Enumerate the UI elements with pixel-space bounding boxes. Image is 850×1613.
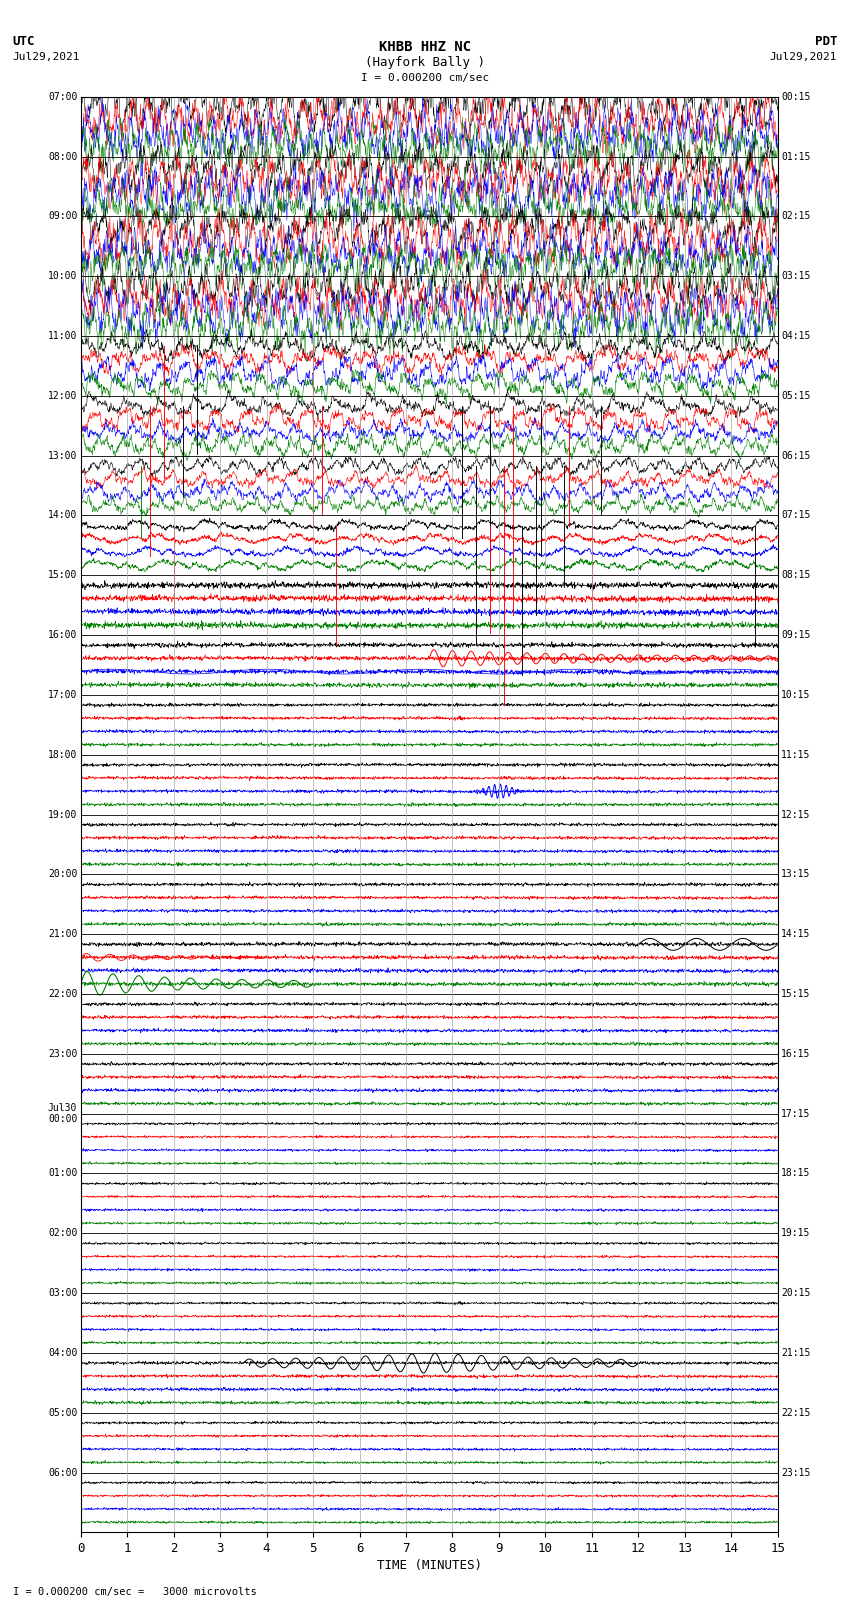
- Text: 15:00: 15:00: [48, 571, 77, 581]
- Text: 16:15: 16:15: [781, 1048, 811, 1058]
- Text: 02:15: 02:15: [781, 211, 811, 221]
- Text: 14:00: 14:00: [48, 510, 77, 521]
- Text: 06:15: 06:15: [781, 450, 811, 461]
- Text: 16:00: 16:00: [48, 631, 77, 640]
- Text: UTC: UTC: [13, 35, 35, 48]
- Text: 17:15: 17:15: [781, 1108, 811, 1119]
- Text: 12:00: 12:00: [48, 390, 77, 402]
- Text: KHBB HHZ NC: KHBB HHZ NC: [379, 40, 471, 55]
- Text: 18:15: 18:15: [781, 1168, 811, 1179]
- Text: 11:15: 11:15: [781, 750, 811, 760]
- Text: 21:00: 21:00: [48, 929, 77, 939]
- Text: 22:00: 22:00: [48, 989, 77, 998]
- Text: 03:00: 03:00: [48, 1289, 77, 1298]
- Text: 15:15: 15:15: [781, 989, 811, 998]
- Text: 03:15: 03:15: [781, 271, 811, 281]
- Text: 01:00: 01:00: [48, 1168, 77, 1179]
- Text: 20:00: 20:00: [48, 869, 77, 879]
- Text: 20:15: 20:15: [781, 1289, 811, 1298]
- Text: 10:00: 10:00: [48, 271, 77, 281]
- Text: 00:15: 00:15: [781, 92, 811, 102]
- Text: 23:15: 23:15: [781, 1468, 811, 1478]
- Text: 11:00: 11:00: [48, 331, 77, 340]
- Text: 14:15: 14:15: [781, 929, 811, 939]
- Text: 22:15: 22:15: [781, 1408, 811, 1418]
- Text: 12:15: 12:15: [781, 810, 811, 819]
- Text: 06:00: 06:00: [48, 1468, 77, 1478]
- Text: 21:15: 21:15: [781, 1348, 811, 1358]
- Text: PDT: PDT: [815, 35, 837, 48]
- Text: 08:00: 08:00: [48, 152, 77, 161]
- Text: 19:15: 19:15: [781, 1227, 811, 1239]
- Text: 19:00: 19:00: [48, 810, 77, 819]
- Text: 09:15: 09:15: [781, 631, 811, 640]
- Text: 13:00: 13:00: [48, 450, 77, 461]
- Text: 05:00: 05:00: [48, 1408, 77, 1418]
- Text: 07:15: 07:15: [781, 510, 811, 521]
- Text: Jul29,2021: Jul29,2021: [13, 52, 80, 61]
- Text: 18:00: 18:00: [48, 750, 77, 760]
- Text: I = 0.000200 cm/sec: I = 0.000200 cm/sec: [361, 73, 489, 82]
- Text: 05:15: 05:15: [781, 390, 811, 402]
- Text: Jul30
00:00: Jul30 00:00: [48, 1103, 77, 1124]
- Text: 07:00: 07:00: [48, 92, 77, 102]
- Text: 23:00: 23:00: [48, 1048, 77, 1058]
- X-axis label: TIME (MINUTES): TIME (MINUTES): [377, 1560, 482, 1573]
- Text: 08:15: 08:15: [781, 571, 811, 581]
- Text: 13:15: 13:15: [781, 869, 811, 879]
- Text: Jul29,2021: Jul29,2021: [770, 52, 837, 61]
- Text: 09:00: 09:00: [48, 211, 77, 221]
- Text: 10:15: 10:15: [781, 690, 811, 700]
- Text: 17:00: 17:00: [48, 690, 77, 700]
- Text: I = 0.000200 cm/sec =   3000 microvolts: I = 0.000200 cm/sec = 3000 microvolts: [13, 1587, 257, 1597]
- Text: 04:00: 04:00: [48, 1348, 77, 1358]
- Text: 02:00: 02:00: [48, 1227, 77, 1239]
- Text: 01:15: 01:15: [781, 152, 811, 161]
- Text: 04:15: 04:15: [781, 331, 811, 340]
- Text: (Hayfork Bally ): (Hayfork Bally ): [365, 56, 485, 69]
